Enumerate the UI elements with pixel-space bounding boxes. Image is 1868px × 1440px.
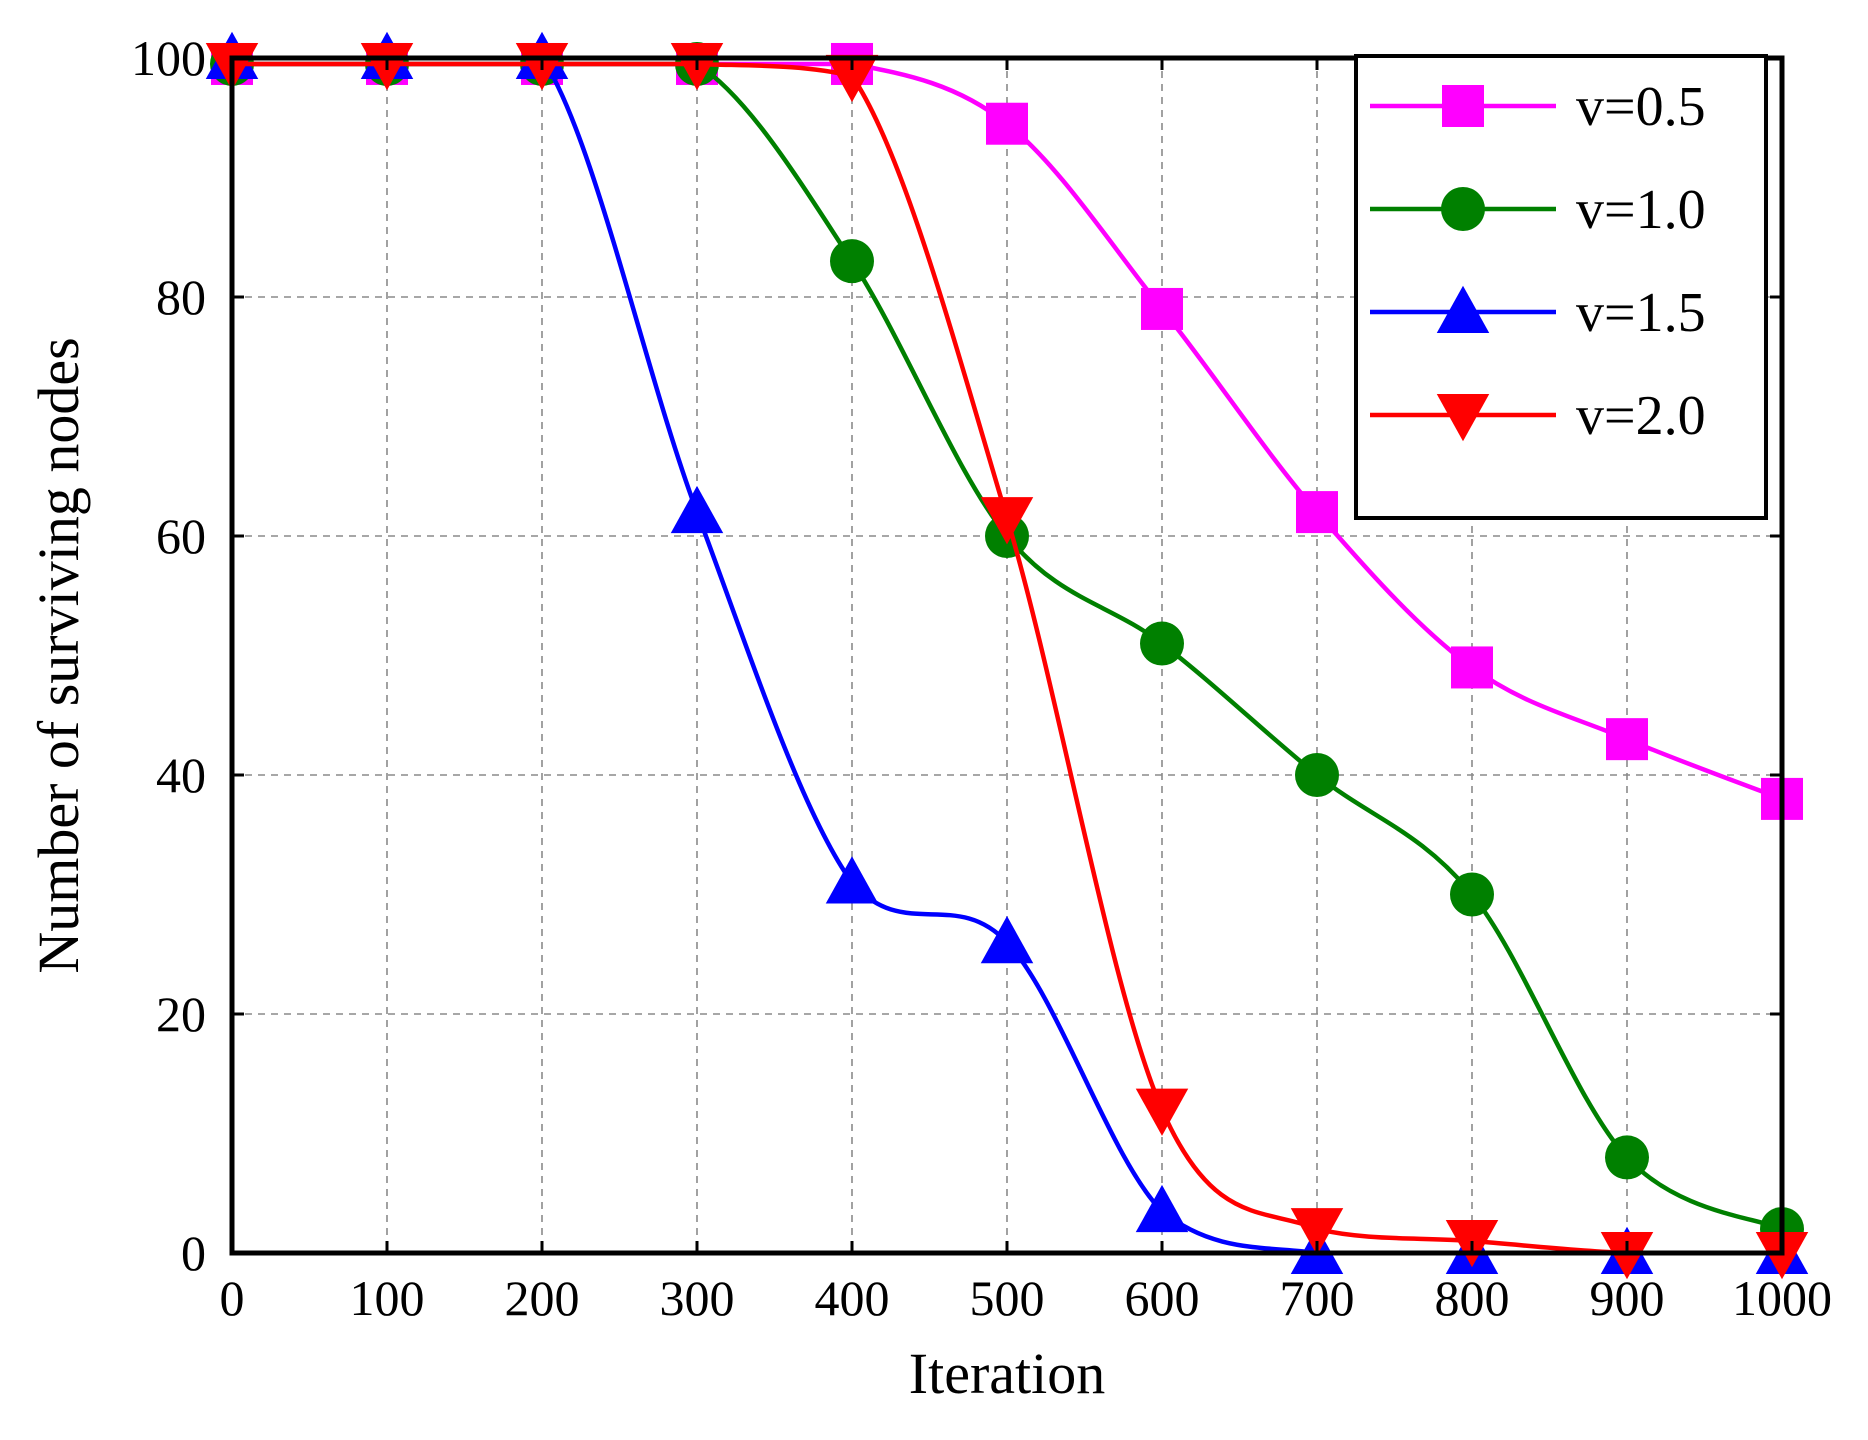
data-point-v=1.5-600 (1135, 1184, 1189, 1233)
series-layer (205, 31, 1809, 1280)
y-tick-label-40: 40 (156, 747, 206, 803)
legend-label-v=1.0: v=1.0 (1576, 179, 1706, 241)
data-point-v=2.0-500 (980, 497, 1034, 545)
legend-item-v=2.0: v=2.0 (1370, 385, 1706, 447)
legend-label-v=2.0: v=2.0 (1576, 385, 1706, 447)
x-tick-label-600: 600 (1125, 1270, 1200, 1326)
data-point-v=0.5-700 (1296, 491, 1338, 534)
data-point-v=0.5-500 (986, 102, 1028, 145)
data-point-v=2.0-400 (825, 54, 879, 103)
y-tick-label-20: 20 (156, 986, 206, 1042)
x-tick-label-900: 900 (1590, 1270, 1665, 1326)
legend-box (1354, 54, 1768, 520)
x-tick-label-0: 0 (220, 1270, 245, 1326)
data-point-v=0.5-600 (1141, 287, 1183, 330)
data-point-v=2.0-900 (1600, 1232, 1654, 1280)
data-point-v=0.5-900 (1606, 718, 1648, 761)
x-tick-labels: 0 100 200 300 400 500 600 700 800 900 1000 (220, 1270, 1833, 1326)
x-axis-label: Iteration (909, 1341, 1105, 1406)
legend-marker-v=2.0 (1436, 394, 1490, 442)
legend-item-v=0.5: v=0.5 (1370, 76, 1706, 138)
legend-marker-v=1.0 (1441, 187, 1485, 231)
data-point-v=1.0-700 (1295, 753, 1339, 797)
legend-item-v=1.5: v=1.5 (1370, 282, 1706, 344)
data-point-v=1.0-800 (1450, 872, 1494, 917)
legend-marker-v=1.5 (1436, 285, 1490, 333)
data-point-v=2.0-600 (1135, 1088, 1189, 1136)
data-point-v=1.5-400 (825, 856, 879, 904)
data-point-v=1.0-900 (1605, 1135, 1649, 1180)
x-tick-label-300: 300 (660, 1270, 735, 1326)
x-tick-label-800: 800 (1435, 1270, 1510, 1326)
data-point-v=2.0-700 (1290, 1208, 1344, 1256)
legend: v=0.5 v=1.0 v=1.5 v=2.0 (1354, 54, 1768, 520)
y-axis-label: Number of surviving nodes (26, 337, 91, 973)
x-tick-label-400: 400 (815, 1270, 890, 1326)
legend-marker-v=0.5 (1442, 85, 1484, 127)
y-tick-label-80: 80 (156, 269, 206, 325)
data-point-v=1.5-500 (980, 916, 1034, 964)
x-tick-label-700: 700 (1280, 1270, 1355, 1326)
data-point-v=2.0-1000 (1755, 1232, 1809, 1280)
y-tick-label-60: 60 (156, 508, 206, 564)
y-tick-label-0: 0 (181, 1225, 206, 1281)
x-tick-label-500: 500 (970, 1270, 1045, 1326)
legend-item-v=1.0: v=1.0 (1370, 179, 1706, 241)
data-point-v=1.0-600 (1140, 621, 1184, 666)
data-point-v=1.0-400 (830, 239, 874, 284)
x-tick-label-100: 100 (350, 1270, 425, 1326)
data-point-v=1.5-300 (670, 485, 724, 534)
data-point-v=0.5-800 (1451, 646, 1493, 689)
x-tick-label-1000: 1000 (1732, 1270, 1832, 1326)
legend-label-v=1.5: v=1.5 (1576, 282, 1706, 344)
y-tick-label-100: 100 (131, 30, 206, 86)
y-tick-labels: 0 20 40 60 80 100 (131, 30, 206, 1281)
legend-label-v=0.5: v=0.5 (1576, 76, 1706, 138)
x-tick-label-200: 200 (505, 1270, 580, 1326)
